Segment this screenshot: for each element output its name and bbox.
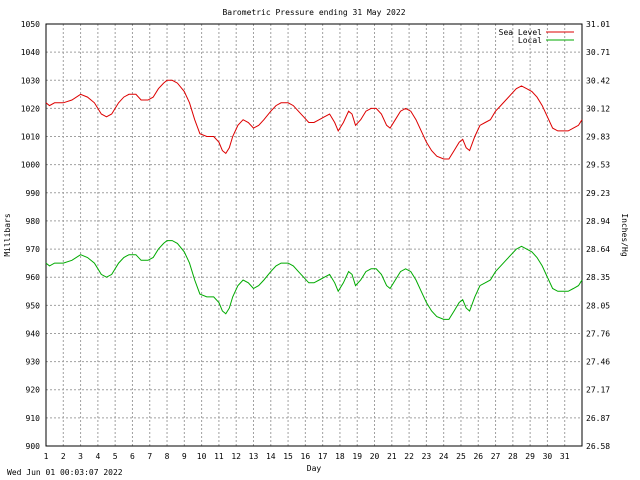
y2-axis-label: Inches/Hg bbox=[620, 213, 629, 257]
chart-title: Barometric Pressure ending 31 May 2022 bbox=[222, 8, 405, 17]
y2-tick-label: 28.64 bbox=[586, 245, 610, 254]
x-tick-label: 18 bbox=[335, 452, 345, 461]
x-tick-label: 10 bbox=[197, 452, 207, 461]
y-tick-label: 950 bbox=[26, 301, 41, 310]
x-tick-label: 23 bbox=[422, 452, 432, 461]
x-tick-label: 31 bbox=[560, 452, 570, 461]
x-tick-label: 27 bbox=[491, 452, 501, 461]
series-lines bbox=[45, 79, 583, 320]
x-tick-label: 8 bbox=[165, 452, 170, 461]
series-line-local bbox=[45, 240, 583, 320]
y-tick-label: 920 bbox=[26, 386, 41, 395]
y-tick-label: 940 bbox=[26, 329, 41, 338]
x-tick-label: 12 bbox=[231, 452, 241, 461]
y2-tick-label: 30.12 bbox=[586, 104, 610, 113]
y2-tick-label: 27.76 bbox=[586, 329, 610, 338]
y2-tick-label: 31.01 bbox=[586, 20, 610, 29]
x-tick-label: 15 bbox=[283, 452, 293, 461]
x-tick-label: 14 bbox=[266, 452, 276, 461]
x-tick-label: 17 bbox=[318, 452, 328, 461]
y2-tick-label: 29.23 bbox=[586, 189, 610, 198]
y2-tick-label: 29.83 bbox=[586, 133, 610, 142]
x-tick-label: 28 bbox=[508, 452, 518, 461]
x-tick-label: 1 bbox=[44, 452, 49, 461]
y-tick-label: 970 bbox=[26, 245, 41, 254]
x-tick-label: 29 bbox=[525, 452, 535, 461]
x-axis-label: Day bbox=[307, 464, 322, 473]
y-tick-label: 930 bbox=[26, 358, 41, 367]
x-tick-label: 22 bbox=[404, 452, 414, 461]
legend: Sea Level Local bbox=[499, 28, 574, 45]
y2-tick-label: 30.71 bbox=[586, 48, 610, 57]
y-tick-label: 1050 bbox=[21, 20, 40, 29]
y-tick-label: 910 bbox=[26, 414, 41, 423]
x-tick-label: 6 bbox=[130, 452, 135, 461]
x-tick-label: 25 bbox=[456, 452, 466, 461]
x-tick-label: 16 bbox=[301, 452, 311, 461]
y2-tick-label: 28.35 bbox=[586, 273, 610, 282]
y-tick-label: 900 bbox=[26, 442, 41, 451]
y-tick-label: 1030 bbox=[21, 76, 40, 85]
y-tick-label: 960 bbox=[26, 273, 41, 282]
y2-tick-label: 28.05 bbox=[586, 301, 610, 310]
axis-ticks: 1 2 3 4 5 6 7 8 9 10 11 12 13 14 15 16 17 18 19 20 21 22 23 24 2… bbox=[21, 20, 611, 461]
x-tick-label: 21 bbox=[387, 452, 397, 461]
y2-tick-label: 27.46 bbox=[586, 358, 610, 367]
x-tick-label: 20 bbox=[370, 452, 380, 461]
legend-label-local: Local bbox=[518, 36, 542, 45]
y2-tick-label: 26.87 bbox=[586, 414, 610, 423]
chart-grid bbox=[46, 24, 582, 446]
y2-tick-label: 28.94 bbox=[586, 217, 610, 226]
x-tick-label: 4 bbox=[95, 452, 100, 461]
x-tick-label: 3 bbox=[78, 452, 83, 461]
y2-tick-label: 27.17 bbox=[586, 386, 610, 395]
y-axis-label: Millibars bbox=[3, 213, 12, 257]
y2-tick-label: 29.53 bbox=[586, 161, 610, 170]
x-tick-label: 9 bbox=[182, 452, 187, 461]
x-tick-label: 24 bbox=[439, 452, 449, 461]
series-line-sea-level bbox=[45, 79, 583, 160]
x-tick-label: 26 bbox=[473, 452, 483, 461]
plot-frame bbox=[45, 23, 583, 447]
y2-tick-label: 26.58 bbox=[586, 442, 610, 451]
x-tick-label: 30 bbox=[543, 452, 553, 461]
y2-tick-label: 30.42 bbox=[586, 76, 610, 85]
x-tick-label: 5 bbox=[113, 452, 118, 461]
y-tick-label: 1040 bbox=[21, 48, 40, 57]
x-tick-label: 7 bbox=[147, 452, 152, 461]
footer-timestamp: Wed Jun 01 00:03:07 2022 bbox=[7, 468, 123, 477]
x-tick-label: 2 bbox=[61, 452, 66, 461]
y-tick-label: 1000 bbox=[21, 161, 40, 170]
x-tick-label: 19 bbox=[352, 452, 362, 461]
y-tick-label: 1010 bbox=[21, 133, 40, 142]
y-tick-label: 990 bbox=[26, 189, 41, 198]
x-tick-label: 11 bbox=[214, 452, 224, 461]
legend-label-sea-level: Sea Level bbox=[499, 28, 543, 37]
y-tick-label: 1020 bbox=[21, 104, 40, 113]
x-tick-label: 13 bbox=[249, 452, 259, 461]
y-tick-label: 980 bbox=[26, 217, 41, 226]
